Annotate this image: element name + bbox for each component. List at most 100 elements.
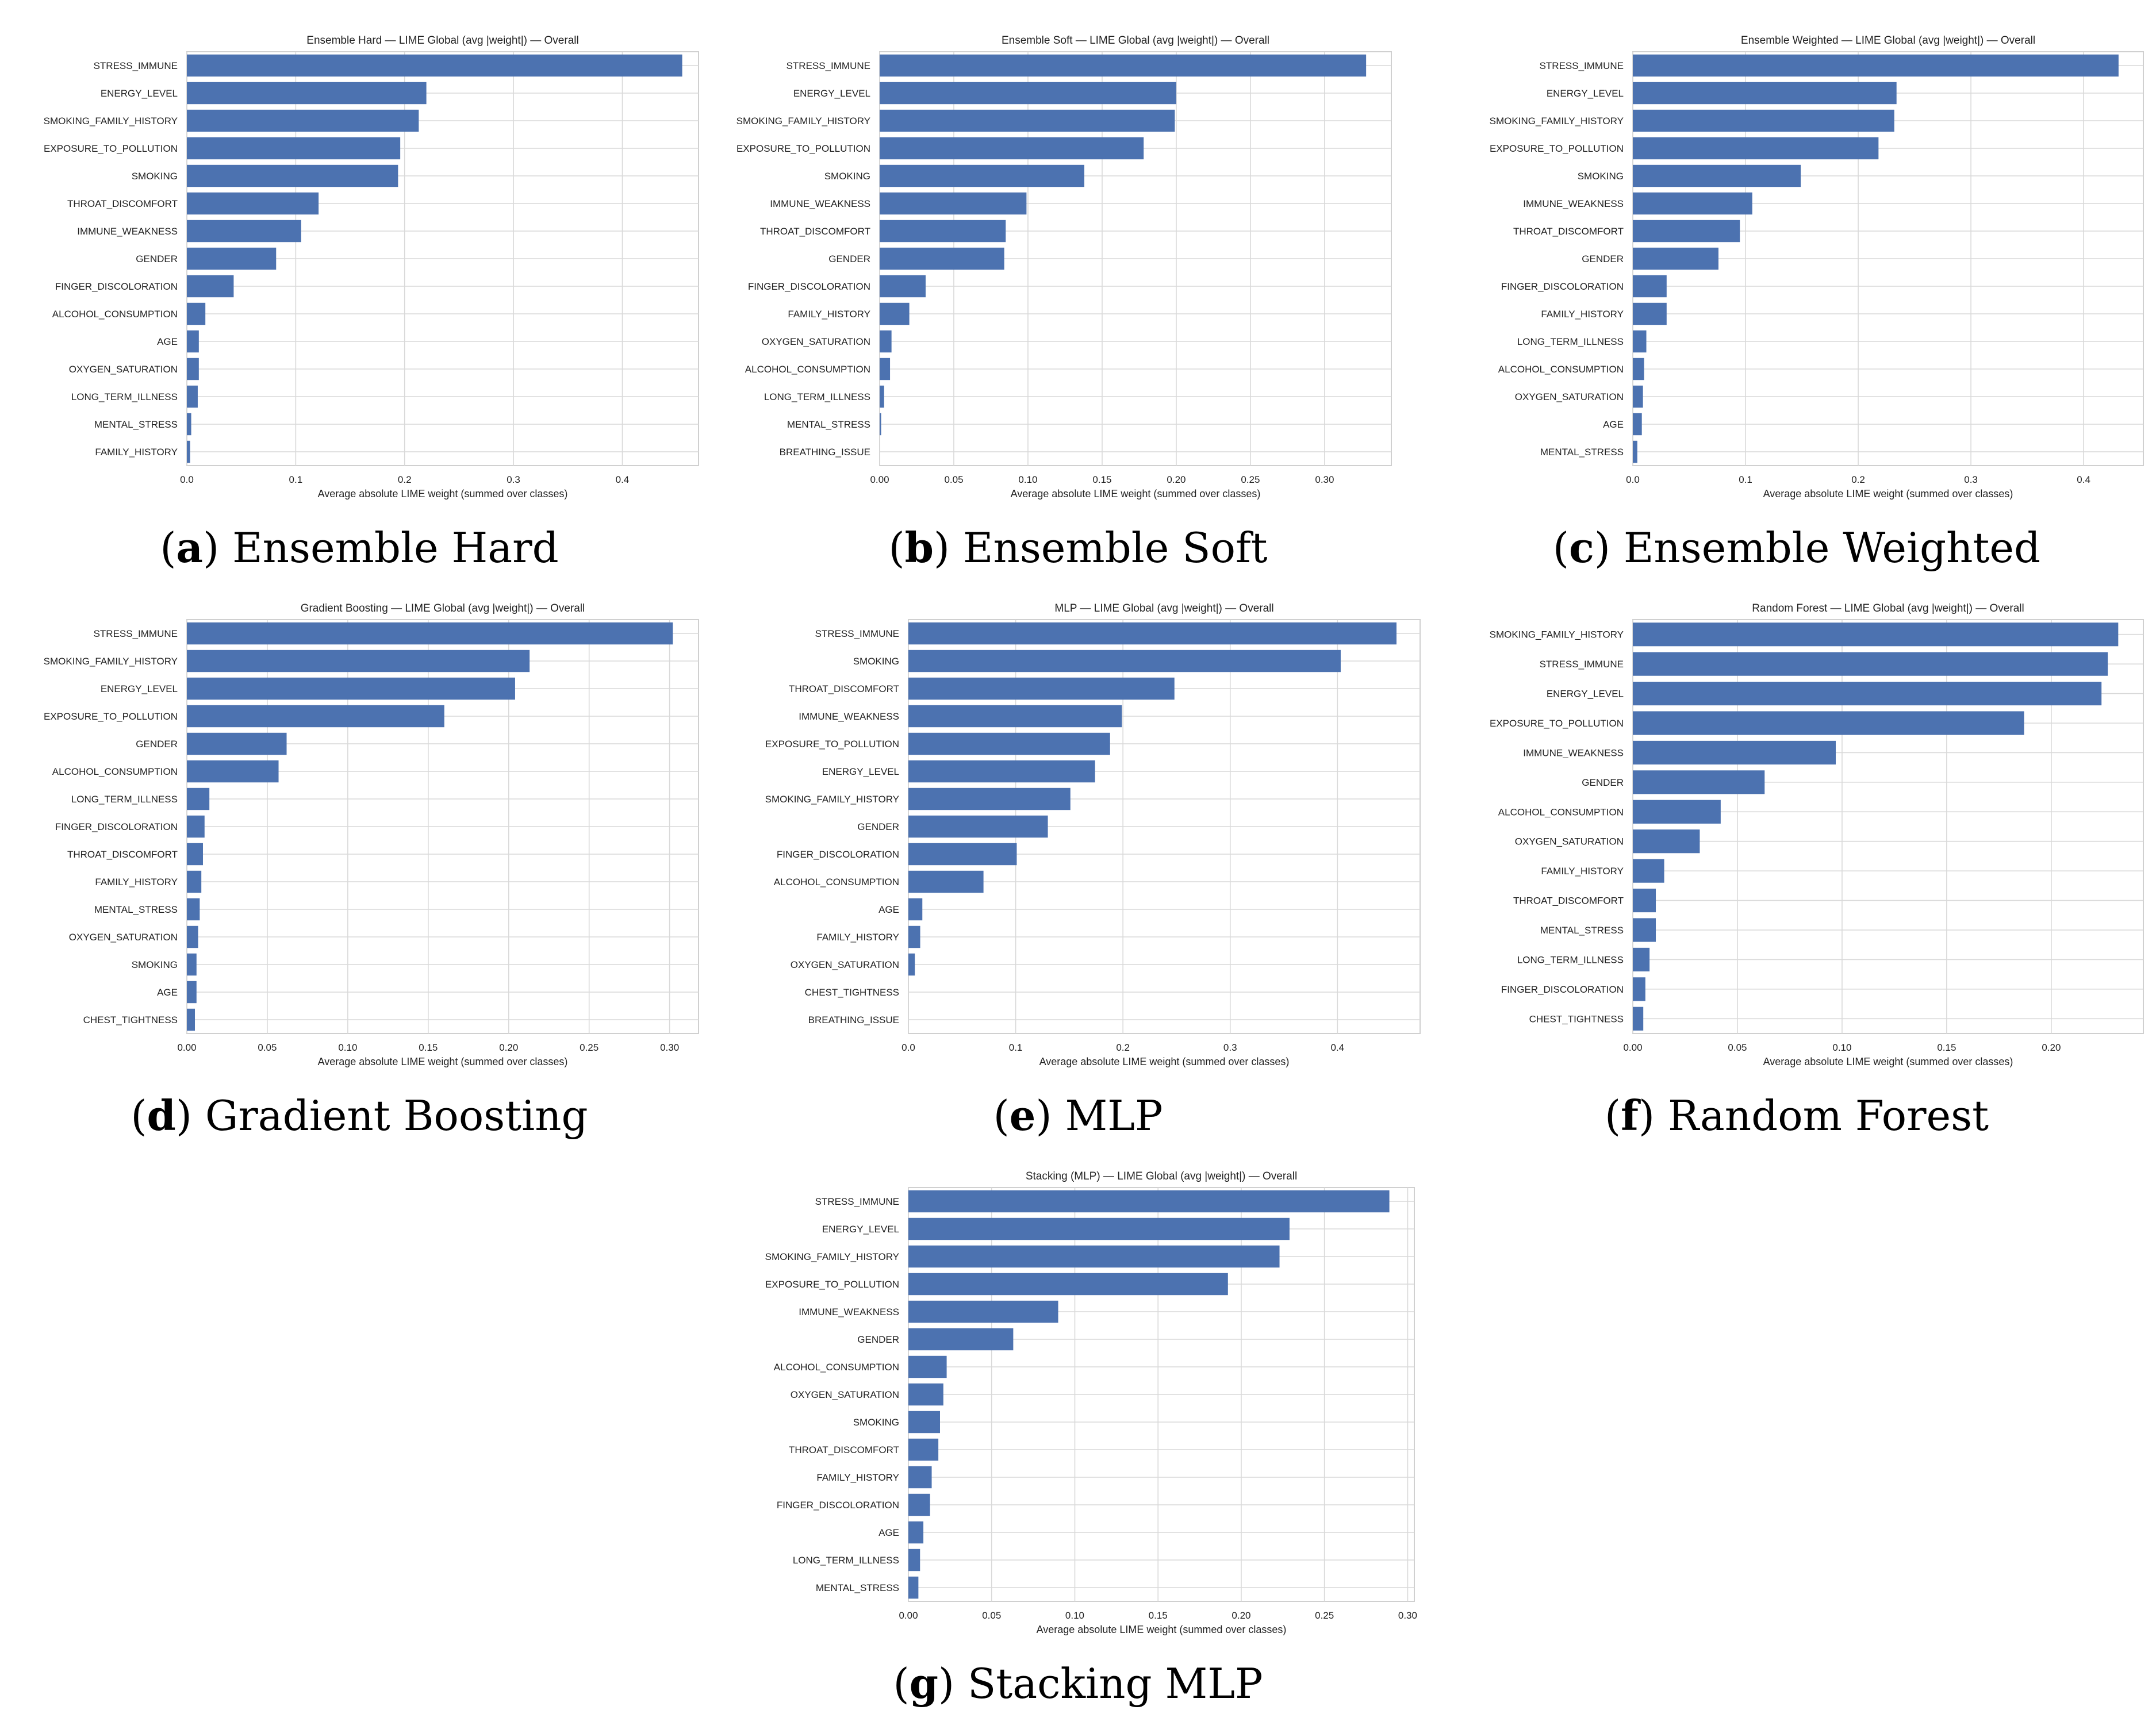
x-axis-label: Average absolute LIME weight (summed ove… xyxy=(318,488,568,500)
x-tick-label: 0.10 xyxy=(1065,1610,1084,1621)
y-tick-label: FAMILY_HISTORY xyxy=(95,447,178,458)
bar-alcohol-consumption xyxy=(187,760,279,783)
bar-chest-tightness xyxy=(187,1008,195,1031)
y-tick-label: EXPOSURE_TO_POLLUTION xyxy=(44,143,178,154)
y-tick-label: SMOKING xyxy=(132,959,178,970)
y-tick-label: THROAT_DISCOMFORT xyxy=(789,1444,899,1455)
x-tick-label: 0.2 xyxy=(398,474,412,485)
y-tick-label: ENERGY_LEVEL xyxy=(793,88,870,99)
y-tick-label: THROAT_DISCOMFORT xyxy=(760,226,870,237)
chart-title: Stacking (MLP) — LIME Global (avg |weigh… xyxy=(1026,1170,1297,1182)
bar-gender xyxy=(187,247,277,270)
x-tick-label: 0.05 xyxy=(1728,1042,1747,1053)
bar-immune-weakness xyxy=(1633,740,1836,764)
x-tick-label: 0.4 xyxy=(2077,474,2090,485)
bar-mental-stress xyxy=(187,413,191,436)
caption-stacking-mlp: (g) Stacking MLP xyxy=(893,1659,1263,1708)
y-tick-label: SMOKING_FAMILY_HISTORY xyxy=(736,116,870,126)
bar-immune-weakness xyxy=(908,1300,1058,1323)
y-tick-label: SMOKING_FAMILY_HISTORY xyxy=(765,794,899,805)
y-tick-label: OXYGEN_SATURATION xyxy=(791,959,899,970)
bar-family-history xyxy=(1633,859,1664,883)
chart-gradient-boosting: Gradient Boosting — LIME Global (avg |we… xyxy=(44,602,699,1067)
x-tick-label: 0.05 xyxy=(258,1042,277,1053)
x-tick-label: 0.2 xyxy=(1851,474,1865,485)
y-tick-label: IMMUNE_WEAKNESS xyxy=(77,226,178,237)
y-tick-label: OXYGEN_SATURATION xyxy=(1515,836,1624,847)
y-tick-label: OXYGEN_SATURATION xyxy=(69,364,178,375)
x-tick-label: 0.05 xyxy=(982,1610,1001,1621)
bar-gender xyxy=(1633,770,1765,794)
x-tick-label: 0.20 xyxy=(2042,1042,2061,1053)
bar-long-term-illness xyxy=(187,787,210,810)
y-tick-label: FAMILY_HISTORY xyxy=(788,309,870,320)
y-tick-label: FINGER_DISCOLORATION xyxy=(1501,281,1624,292)
x-tick-label: 0.00 xyxy=(870,474,889,485)
y-tick-label: FINGER_DISCOLORATION xyxy=(777,849,899,860)
bar-finger-discoloration xyxy=(908,843,1017,866)
bar-finger-discoloration xyxy=(1633,977,1645,1001)
bar-throat-discomfort xyxy=(908,1438,939,1461)
caption-mlp: (e) MLP xyxy=(993,1091,1163,1140)
y-tick-label: ALCOHOL_CONSUMPTION xyxy=(774,877,899,887)
y-tick-label: MENTAL_STRESS xyxy=(1540,925,1624,936)
bar-smoking xyxy=(880,164,1084,187)
caption-ensemble-soft: (b) Ensemble Soft xyxy=(888,523,1268,572)
bar-energy-level xyxy=(1633,682,2102,706)
chart-title: Ensemble Soft — LIME Global (avg |weight… xyxy=(1002,34,1269,47)
x-tick-label: 0.10 xyxy=(1832,1042,1851,1053)
bar-chest-tightness xyxy=(1633,1006,1644,1031)
x-tick-label: 0.30 xyxy=(1398,1610,1417,1621)
y-tick-label: GENDER xyxy=(857,821,899,832)
y-tick-label: CHEST_TIGHTNESS xyxy=(1529,1013,1624,1024)
x-tick-label: 0.00 xyxy=(177,1042,196,1053)
bar-throat-discomfort xyxy=(187,843,203,866)
y-tick-label: STRESS_IMMUNE xyxy=(1540,659,1624,670)
bar-energy-level xyxy=(187,82,427,105)
caption-text: Ensemble Weighted xyxy=(1623,524,2041,572)
x-tick-label: 0.0 xyxy=(1626,474,1640,485)
caption-label: c xyxy=(1569,523,1594,572)
bar-stress-immune xyxy=(187,54,682,77)
chart-ensemble-weighted: Ensemble Weighted — LIME Global (avg |we… xyxy=(1490,34,2144,500)
caption-label: g xyxy=(909,1659,938,1708)
y-tick-label: LONG_TERM_ILLNESS xyxy=(793,1555,899,1566)
caption-ensemble-hard: (a) Ensemble Hard xyxy=(160,523,559,572)
chart-ensemble-hard: Ensemble Hard — LIME Global (avg |weight… xyxy=(44,34,699,500)
bar-exposure-to-pollution xyxy=(187,137,401,160)
x-tick-label: 0.1 xyxy=(1739,474,1752,485)
y-tick-label: FAMILY_HISTORY xyxy=(816,1472,899,1483)
x-axis-label: Average absolute LIME weight (summed ove… xyxy=(1037,1624,1287,1635)
y-tick-label: EXPOSURE_TO_POLLUTION xyxy=(736,143,870,154)
bar-finger-discoloration xyxy=(1633,275,1667,298)
x-tick-label: 0.15 xyxy=(1937,1042,1956,1053)
bar-stress-immune xyxy=(187,622,673,645)
x-tick-label: 0.10 xyxy=(338,1042,357,1053)
bar-age xyxy=(908,1521,924,1544)
bar-gender xyxy=(908,1328,1014,1351)
bar-alcohol-consumption xyxy=(187,302,206,325)
x-axis-label: Average absolute LIME weight (summed ove… xyxy=(1763,488,2013,500)
y-tick-label: ENERGY_LEVEL xyxy=(822,766,899,777)
y-tick-label: SMOKING_FAMILY_HISTORY xyxy=(44,656,178,667)
bar-exposure-to-pollution xyxy=(880,137,1144,160)
bar-exposure-to-pollution xyxy=(908,732,1110,755)
bar-alcohol-consumption xyxy=(1633,358,1644,381)
bar-oxygen-saturation xyxy=(187,925,198,948)
y-tick-label: SMOKING_FAMILY_HISTORY xyxy=(765,1251,899,1262)
bar-finger-discoloration xyxy=(187,275,234,298)
chart-title: Ensemble Hard — LIME Global (avg |weight… xyxy=(306,34,578,47)
bar-smoking xyxy=(908,1411,940,1434)
caption-label: f xyxy=(1621,1091,1639,1140)
bar-oxygen-saturation xyxy=(908,1383,943,1406)
y-tick-label: EXPOSURE_TO_POLLUTION xyxy=(1490,718,1624,729)
y-tick-label: ALCOHOL_CONSUMPTION xyxy=(52,309,178,320)
bar-throat-discomfort xyxy=(1633,220,1740,243)
x-tick-label: 0.00 xyxy=(1623,1042,1642,1053)
y-tick-label: SMOKING xyxy=(853,656,899,667)
y-tick-label: ALCOHOL_CONSUMPTION xyxy=(774,1362,899,1373)
bar-energy-level xyxy=(880,82,1176,105)
panel-ensemble-hard: Ensemble Hard — LIME Global (avg |weight… xyxy=(0,17,719,581)
x-tick-label: 0.30 xyxy=(1315,474,1334,485)
